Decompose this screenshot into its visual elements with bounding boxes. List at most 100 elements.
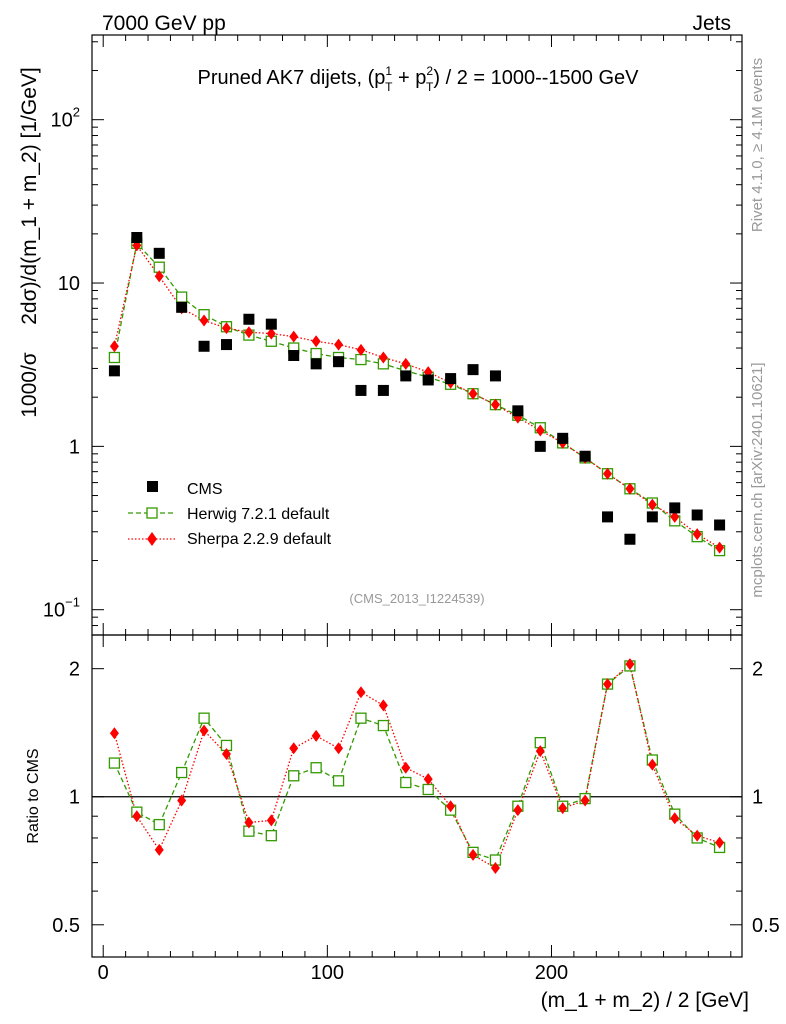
chart-title: Pruned AK7 dijets, (p1 T + p2 T) / 2 = 100…: [197, 64, 639, 94]
legend-cms-label: CMS: [187, 481, 223, 498]
herwig-main-point: [310, 347, 322, 360]
sherpa-ratio-point: [154, 843, 164, 856]
sherpa-ratio-point: [289, 742, 299, 755]
cms-data-point: [355, 384, 367, 396]
sherpa-main-point: [468, 387, 478, 400]
sherpa-main-point: [490, 398, 500, 411]
cms-data-point: [288, 349, 300, 361]
sherpa-ratio-point: [513, 804, 523, 817]
ratio-y-tick-label: 1: [69, 787, 80, 809]
cms-data-point: [220, 339, 232, 351]
sherpa-main-point: [244, 326, 254, 339]
legend-sherpa-marker: [147, 532, 157, 546]
herwig-ratio-point: [176, 766, 188, 779]
cms-data-point: [176, 301, 188, 313]
sherpa-main-point: [378, 351, 388, 364]
sherpa-main-point: [154, 270, 164, 283]
herwig-ratio-point: [400, 776, 412, 789]
sherpa-main-point: [647, 498, 657, 511]
cms-data-point: [512, 405, 524, 417]
sherpa-ratio-point: [311, 729, 321, 742]
legend: CMS Herwig 7.2.1 default Sherpa 2.2.9 de…: [128, 481, 332, 548]
sherpa-ratio-point: [446, 800, 456, 813]
herwig-main-point: [176, 291, 188, 303]
herwig-main-point: [355, 353, 367, 366]
sherpa-ratio-point: [580, 794, 590, 807]
cms-data-point: [377, 384, 389, 396]
sherpa-main-point: [535, 424, 545, 437]
herwig-ratio-point: [332, 775, 345, 787]
x-tick-label: 200: [535, 962, 568, 984]
cms-data-point: [265, 318, 277, 330]
cms-data-point: [602, 511, 614, 523]
herwig-ratio-point: [153, 818, 165, 831]
cms-data-point: [714, 519, 726, 531]
main-series-layer: [108, 231, 726, 557]
ratio-y-tick-label: 0.5: [52, 915, 80, 937]
main-y-tick-label: 102: [51, 105, 80, 132]
sherpa-main-point: [670, 510, 680, 523]
cms-data-point: [422, 374, 434, 386]
ratio-y-tick-label-right: 0.5: [752, 915, 780, 937]
sherpa-main-point: [603, 467, 613, 480]
header-collision-label: 7000 GeV pp: [102, 12, 226, 35]
cms-data-point: [669, 502, 681, 514]
sherpa-ratio-point: [670, 812, 680, 825]
sherpa-main-point: [334, 338, 344, 351]
cms-data-point: [489, 370, 501, 382]
cms-data-point: [400, 370, 412, 382]
sherpa-ratio-point: [199, 724, 209, 737]
sherpa-main-point: [401, 357, 411, 370]
ratio-panel-frame: [91, 634, 743, 958]
sherpa-main-point: [199, 314, 209, 327]
cms-data-point: [131, 231, 143, 243]
sherpa-ratio-point: [625, 658, 635, 671]
sherpa-ratio-point: [715, 836, 725, 849]
herwig-ratio-point: [310, 762, 322, 774]
sherpa-ratio-point: [244, 816, 254, 829]
herwig-main-point: [108, 351, 121, 364]
sherpa-main-point: [692, 528, 702, 541]
cms-data-point: [108, 365, 120, 377]
x-axis-label: (m_1 + m_2) / 2 [GeV]: [541, 989, 749, 1012]
cms-data-point: [624, 533, 636, 545]
sherpa-ratio-line: [113, 662, 720, 869]
herwig-ratio-point: [377, 719, 390, 732]
main-axis-ticks: 10−1 1 10 102: [43, 35, 742, 636]
cms-data-point: [198, 340, 210, 352]
ratio-y-tick-label: 2: [69, 659, 80, 681]
y-axis-label-normalization: 1000/σ: [18, 352, 41, 418]
sherpa-ratio-point: [356, 686, 366, 699]
sherpa-main-point: [266, 327, 276, 340]
x-tick-label: 0: [98, 962, 109, 984]
header-category-label: Jets: [692, 12, 731, 35]
sherpa-ratio-point: [221, 748, 231, 761]
cms-data-point: [579, 450, 591, 462]
cms-data-point: [153, 247, 165, 259]
sherpa-ratio-point: [603, 678, 613, 691]
main-y-tick-label: 10−1: [43, 595, 80, 622]
herwig-ratio-point: [198, 712, 210, 724]
cms-data-point: [557, 432, 569, 444]
legend-sherpa-label: Sherpa 2.2.9 default: [187, 531, 332, 548]
cms-data-point: [467, 364, 479, 376]
legend-cms-marker: [147, 481, 158, 492]
ratio-series-layer: [108, 658, 726, 874]
analysis-id-watermark: (CMS_2013_I1224539): [349, 591, 484, 606]
sherpa-ratio-point: [378, 699, 388, 712]
cms-data-point: [243, 313, 255, 325]
legend-herwig-marker: [146, 507, 158, 519]
sherpa-ratio-point: [401, 761, 411, 774]
ratio-y-tick-label-right: 1: [752, 787, 763, 809]
sherpa-ratio-point: [109, 727, 119, 740]
sherpa-ratio-point: [647, 758, 657, 771]
cms-data-point: [691, 509, 703, 521]
ratio-y-tick-label-right: 2: [752, 659, 763, 681]
sherpa-main-point: [625, 482, 635, 495]
rivet-version-label: Rivet 4.1.0, ≥ 4.1M events: [749, 58, 766, 232]
sherpa-ratio-point: [535, 745, 545, 758]
main-y-tick-label: 1: [69, 436, 80, 458]
sherpa-ratio-point: [558, 802, 568, 815]
sherpa-main-point: [221, 322, 231, 335]
